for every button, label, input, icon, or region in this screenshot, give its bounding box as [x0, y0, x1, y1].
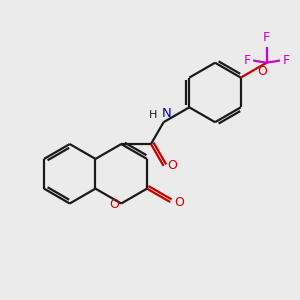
Text: O: O	[109, 198, 119, 211]
Text: O: O	[167, 159, 177, 172]
Text: O: O	[175, 196, 184, 208]
Text: F: F	[263, 31, 270, 44]
Text: F: F	[244, 54, 251, 67]
Text: O: O	[257, 65, 267, 78]
Text: H: H	[149, 110, 157, 120]
Text: F: F	[282, 54, 290, 67]
Text: N: N	[162, 107, 172, 120]
